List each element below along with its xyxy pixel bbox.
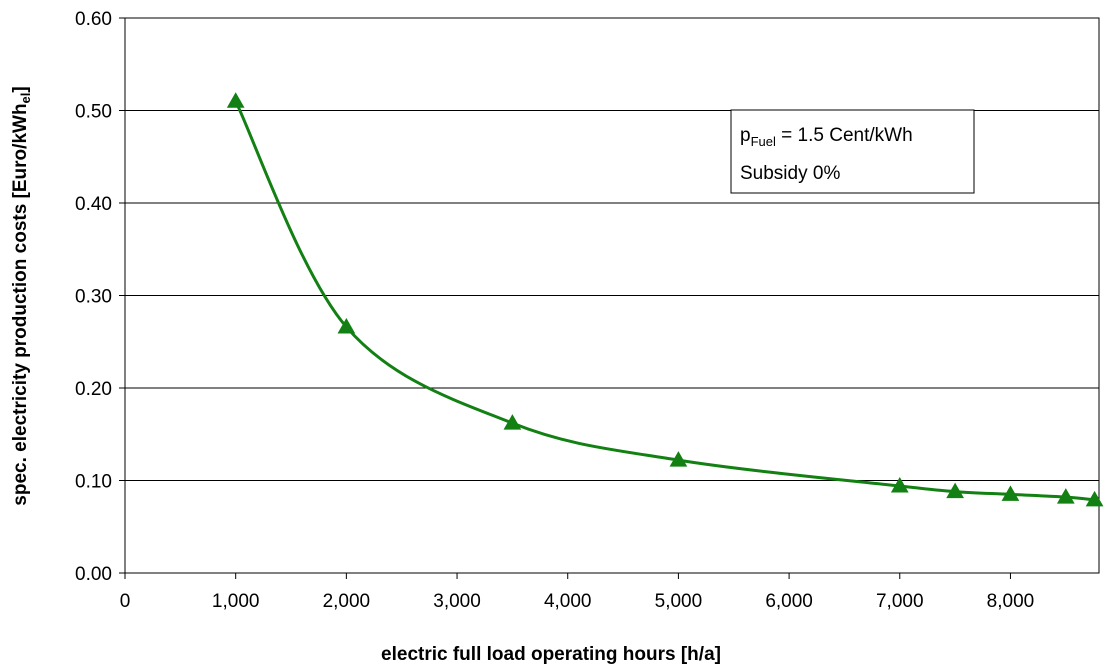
y-tick-label: 0.50 [75,102,112,123]
y-tick-label: 0.00 [75,564,112,585]
y-tick-label: 0.10 [75,472,112,493]
x-tick-label: 5,000 [655,591,703,612]
data-point-triangle [226,92,245,108]
data-point-triangle [946,482,964,499]
annotation-p: p [740,125,751,146]
y-axis-title-main: spec. electricity production costs [Euro… [10,103,31,505]
x-axis-title: electric full load operating hours [h/a] [381,644,721,665]
annotation-fuel-sub: Fuel [751,134,776,149]
data-point-triangle [337,317,356,334]
x-tick-label: 7,000 [876,591,924,612]
x-tick-label: 1,000 [212,591,260,612]
y-tick-label: 0.20 [75,379,112,400]
gridlines [125,110,1099,481]
y-axis-title-sub: el [18,93,33,104]
data-point-triangle [890,477,909,493]
data-point-triangle [669,451,688,467]
y-axis-title: spec. electricity production costs [Euro… [10,86,33,505]
data-point-triangle [503,414,522,430]
data-point-triangle [1001,485,1020,501]
annotation-frame [730,109,975,194]
x-tick-label: 8,000 [987,591,1035,612]
annotation-line-2: Subsidy 0% [740,163,840,184]
data-point-triangle [1056,488,1075,504]
annotation-box: pFuel = 1.5 Cent/kWh Subsidy 0% [730,109,975,194]
y-axis: 0.00 0.10 0.20 0.30 0.40 0.50 0.60 [75,9,125,585]
x-tick-label: 4,000 [544,591,592,612]
x-tick-label: 0 [120,591,131,612]
y-axis-title-end: ] [10,86,31,92]
x-tick-label: 3,000 [433,591,481,612]
y-tick-label: 0.60 [75,9,112,30]
y-tick-label: 0.40 [75,194,112,215]
annotation-line-1: pFuel = 1.5 Cent/kWh [740,125,913,149]
series-layer [226,92,1104,507]
data-point-triangle [1085,490,1104,507]
annotation-price: = 1.5 Cent/kWh [776,125,913,146]
x-axis: 0 1,000 2,000 3,000 4,000 5,000 6,000 7,000 8,00… [120,573,1035,612]
x-tick-label: 2,000 [323,591,371,612]
y-tick-label: 0.30 [75,287,112,308]
x-tick-label: 6,000 [765,591,813,612]
